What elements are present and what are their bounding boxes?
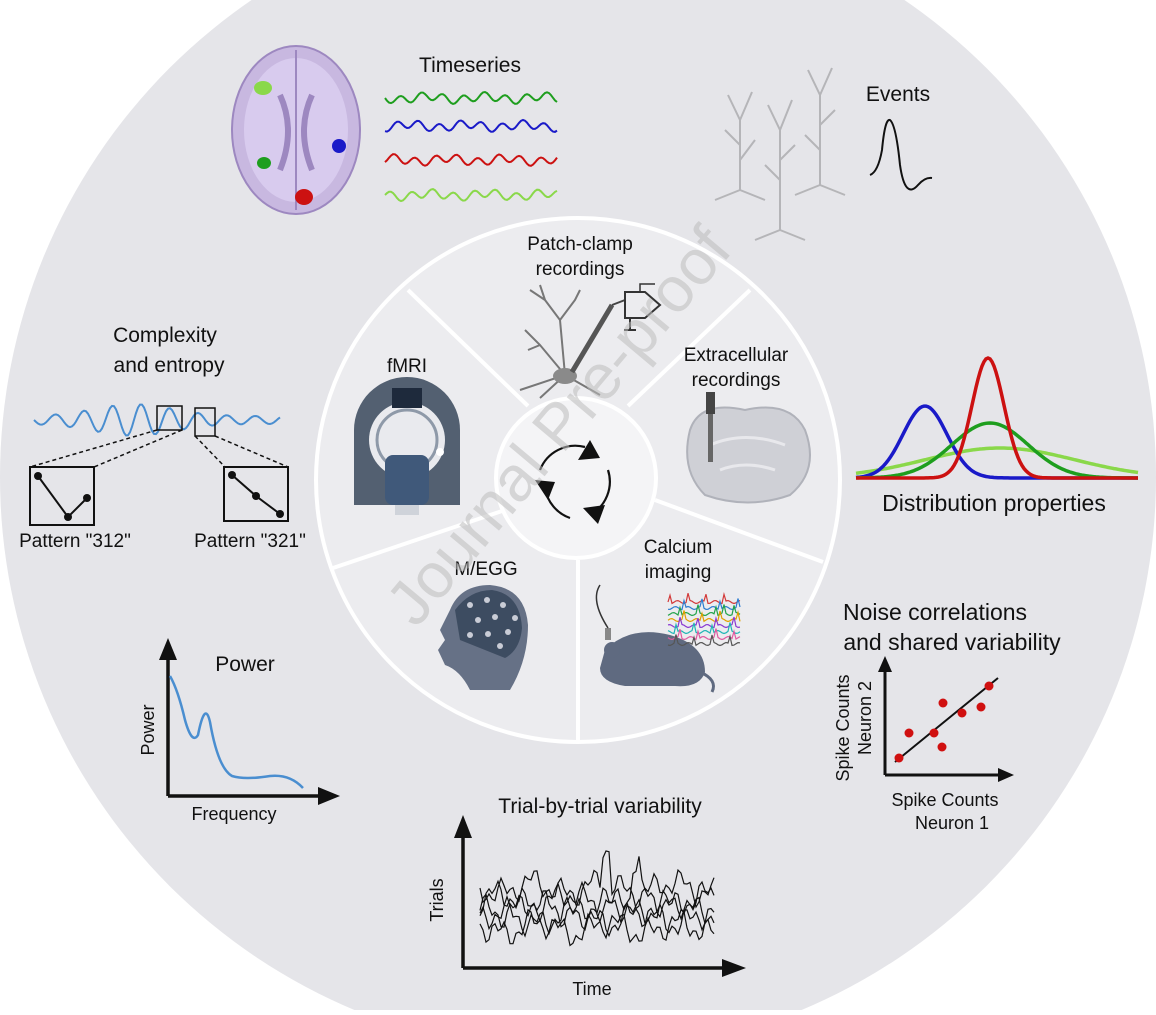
fmri-scanner-illustration [354,377,460,515]
calcium-trace [667,604,741,617]
calcium-trace [667,628,741,641]
calcium-label-1: Calcium [644,537,713,558]
timeseries-line [384,90,558,105]
scatter-point [938,698,948,708]
fmri-label: fMRI [387,356,427,377]
roi-dark-green [257,157,271,169]
scatter-point [957,708,967,718]
complexity-signal [33,403,281,437]
distribution-curve [855,446,1139,476]
eeg-head-illustration [438,585,528,690]
timeseries-line [384,153,558,167]
center-hub [494,396,658,560]
trial-traces [479,850,715,947]
inner-wheel [314,216,842,744]
wheel-divider [332,508,506,570]
scatter-point [984,681,994,691]
pattern-dots [34,471,284,521]
trial-ylabel: Trials [427,878,447,921]
meeg-label: M/EGG [454,559,517,580]
trial-x-arrow [722,959,746,977]
calcium-trace [667,610,741,623]
trial-trace [479,908,715,947]
timeseries-line [384,118,558,133]
trial-xlabel: Time [572,979,611,999]
roi-blue [332,139,346,153]
patch-clamp-label-2: recordings [536,259,625,280]
timeseries-title: Timeseries [419,54,521,77]
trial-trace [479,894,715,938]
scatter-point [937,742,947,752]
distribution-curve [856,356,1138,480]
calcium-trace [667,592,741,605]
complexity-title-2: and entropy [114,354,225,377]
events-title: Events [866,83,930,106]
noise-axes [883,668,1002,777]
brain-axial-illustration [231,45,361,215]
scatter-point [894,753,904,763]
noise-y-arrow [878,656,892,672]
noise-scatter-points [894,681,994,763]
power-xlabel: Frequency [191,804,276,824]
calcium-label-2: imaging [645,562,712,583]
roi-red [295,189,313,205]
power-x-arrow [318,787,340,805]
wheel-divider [654,498,824,564]
cycle-arrows-icon [535,440,611,524]
trial-title: Trial-by-trial variability [498,795,702,818]
patch-clamp-label-1: Patch-clamp [527,234,633,255]
trial-y-arrow [454,815,472,838]
power-title: Power [215,653,275,676]
scatter-point [976,702,986,712]
power-axes [166,656,322,798]
pattern-321-label: Pattern "321" [194,531,306,552]
mouse-illustration [595,584,715,693]
noise-xlabel-2: Neuron 1 [915,813,989,833]
calcium-trace [667,616,741,629]
scatter-point [929,728,939,738]
noise-xlabel-1: Spike Counts [891,790,998,810]
noise-title-1: Noise correlations [843,599,1027,625]
extracellular-label-1: Extracellular [684,345,789,366]
calcium-trace [667,634,741,647]
brain-slice-illustration [686,392,811,504]
wheel-divider [406,288,530,408]
noise-ylabel-1: Spike Counts [833,674,853,781]
trial-trace [479,856,715,924]
calcium-traces [667,592,741,647]
noise-x-arrow [998,768,1014,782]
timeseries-lines [384,90,558,203]
trial-axes [461,835,726,970]
patch-clamp-neuron-illustration [519,283,662,399]
regression-line [894,677,999,763]
power-spectrum-curve [168,675,304,789]
noise-title-2: and shared variability [843,629,1061,655]
roi-light-green [254,81,272,95]
complexity-title-1: Complexity [113,324,217,347]
power-y-arrow [159,638,177,660]
timeseries-line [384,188,558,203]
electrode-icon [708,392,713,462]
scatter-point [904,728,914,738]
wheel-divider [626,288,752,408]
trial-trace [479,887,715,928]
complexity-waveform [33,403,281,437]
extracellular-label-2: recordings [692,370,781,391]
distribution-title: Distribution properties [882,490,1106,516]
spike-waveform [869,118,933,191]
distribution-curves [855,356,1139,480]
pattern-312-label: Pattern "312" [19,531,131,552]
noise-ylabel-2: Neuron 2 [855,681,875,755]
power-ylabel: Power [138,704,158,755]
events-neurons-illustration [714,67,846,241]
